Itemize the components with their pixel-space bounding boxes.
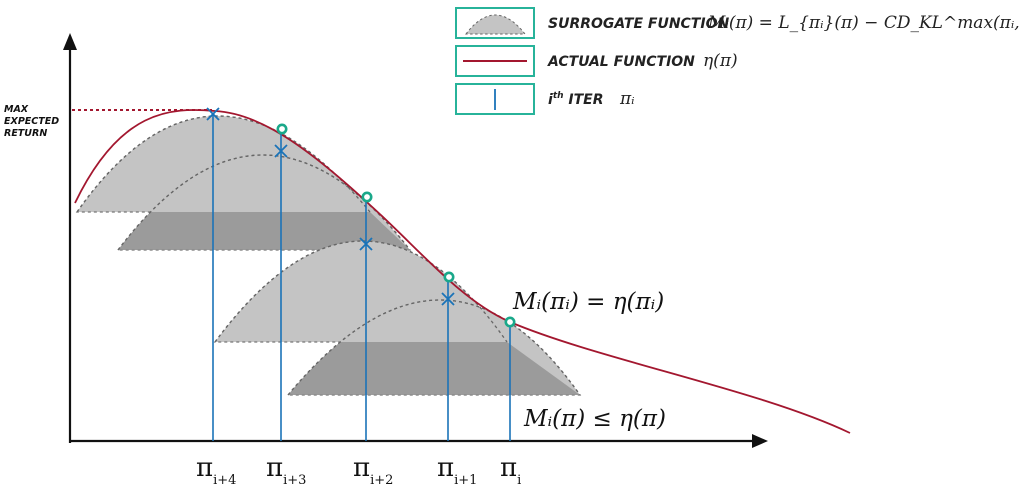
legend-actual-label: ACTUAL FUNCTION	[547, 54, 695, 70]
touch-point-icon	[361, 191, 373, 203]
inequality-annotation: Mᵢ(π) ≤ η(π)	[523, 406, 666, 432]
legend-iter-formula: πᵢ	[619, 89, 635, 109]
y-axis-arrow-icon	[63, 33, 77, 50]
legend-item-actual: ACTUAL FUNCTION η(π)	[455, 45, 738, 77]
surrogate-overlap-lower	[288, 342, 580, 395]
iter-label-i1: πi+1	[437, 453, 477, 488]
touch-point-icon	[276, 123, 288, 135]
legend-surrogate-formula: Mᵢ(π) = L_{πᵢ}(π) − CD_KL^max(πᵢ, π)	[707, 13, 1024, 33]
surrogate-swatch-icon	[464, 14, 527, 35]
cross-marker-icon	[441, 292, 455, 306]
legend-item-iter: ith ITER πᵢ	[455, 83, 635, 115]
legend-surrogate-label: SURROGATE FUNCTION	[548, 16, 729, 32]
iter-label-i3: πi+3	[266, 453, 306, 488]
legend-iter-label: ith ITER	[548, 91, 604, 108]
iter-label-i2: πi+2	[353, 453, 393, 488]
touch-points	[276, 123, 516, 328]
surrogate-group-upper	[75, 115, 412, 251]
iteration-lines	[212, 113, 511, 441]
equality-annotation: Mᵢ(πᵢ) = η(πᵢ)	[512, 289, 664, 315]
x-axis-arrow-icon	[752, 434, 768, 448]
legend-item-surrogate: SURROGATE FUNCTION Mᵢ(π) = L_{πᵢ}(π) − C…	[455, 7, 1024, 39]
iter-label-i: πi	[500, 453, 521, 488]
iteration-labels: πi+4 πi+3 πi+2 πi+1 πi	[196, 453, 521, 488]
y-axis-label-line-3: RETURN	[4, 128, 47, 139]
surrogate-group-lower	[213, 240, 582, 396]
cross-marker-icon	[359, 237, 373, 251]
iter-label-i4: πi+4	[196, 453, 236, 488]
actual-function-curve	[74, 109, 851, 434]
legend-actual-formula: η(π)	[703, 51, 738, 71]
y-axis-label-line-2: EXPECTED	[4, 116, 59, 127]
touch-point-icon	[443, 271, 455, 283]
legend: SURROGATE FUNCTION Mᵢ(π) = L_{πᵢ}(π) − C…	[455, 7, 1024, 115]
cross-marker-icon	[274, 144, 288, 158]
axes	[63, 33, 768, 448]
surrogate-max-markers	[206, 107, 455, 306]
y-axis-label-line-1: MAX	[4, 104, 29, 115]
y-axis-label: MAX EXPECTED RETURN	[4, 104, 59, 139]
cross-marker-icon	[206, 107, 220, 121]
surrogate-overlap-upper	[118, 212, 410, 250]
touch-point-icon	[504, 316, 516, 328]
